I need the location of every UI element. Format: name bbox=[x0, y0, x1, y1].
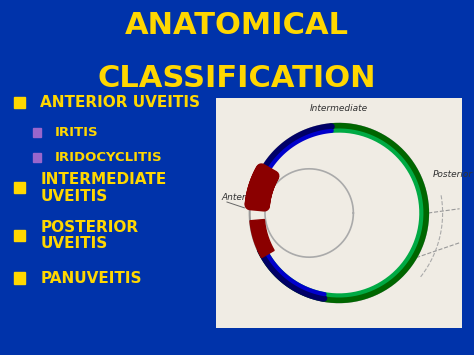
Text: IRIDOCYCLITIS: IRIDOCYCLITIS bbox=[55, 151, 162, 164]
Text: Anterior: Anterior bbox=[222, 193, 258, 202]
Bar bbox=[14, 97, 25, 108]
Text: Intermediate: Intermediate bbox=[310, 104, 368, 113]
Text: POSTERIOR
UVEITIS: POSTERIOR UVEITIS bbox=[40, 220, 138, 251]
Text: INTERMEDIATE
UVEITIS: INTERMEDIATE UVEITIS bbox=[40, 172, 166, 203]
Bar bbox=[14, 182, 25, 193]
Text: ANATOMICAL: ANATOMICAL bbox=[125, 11, 349, 40]
Text: ANTERIOR UVEITIS: ANTERIOR UVEITIS bbox=[40, 95, 201, 110]
Text: CLASSIFICATION: CLASSIFICATION bbox=[98, 64, 376, 93]
Text: PANUVEITIS: PANUVEITIS bbox=[40, 271, 142, 286]
Text: IRITIS: IRITIS bbox=[55, 126, 98, 139]
Polygon shape bbox=[250, 168, 274, 207]
Bar bbox=[14, 272, 25, 284]
Bar bbox=[33, 153, 41, 162]
Text: Posterior: Posterior bbox=[432, 170, 473, 179]
Bar bbox=[14, 230, 25, 241]
Bar bbox=[33, 128, 41, 137]
Polygon shape bbox=[250, 219, 274, 258]
